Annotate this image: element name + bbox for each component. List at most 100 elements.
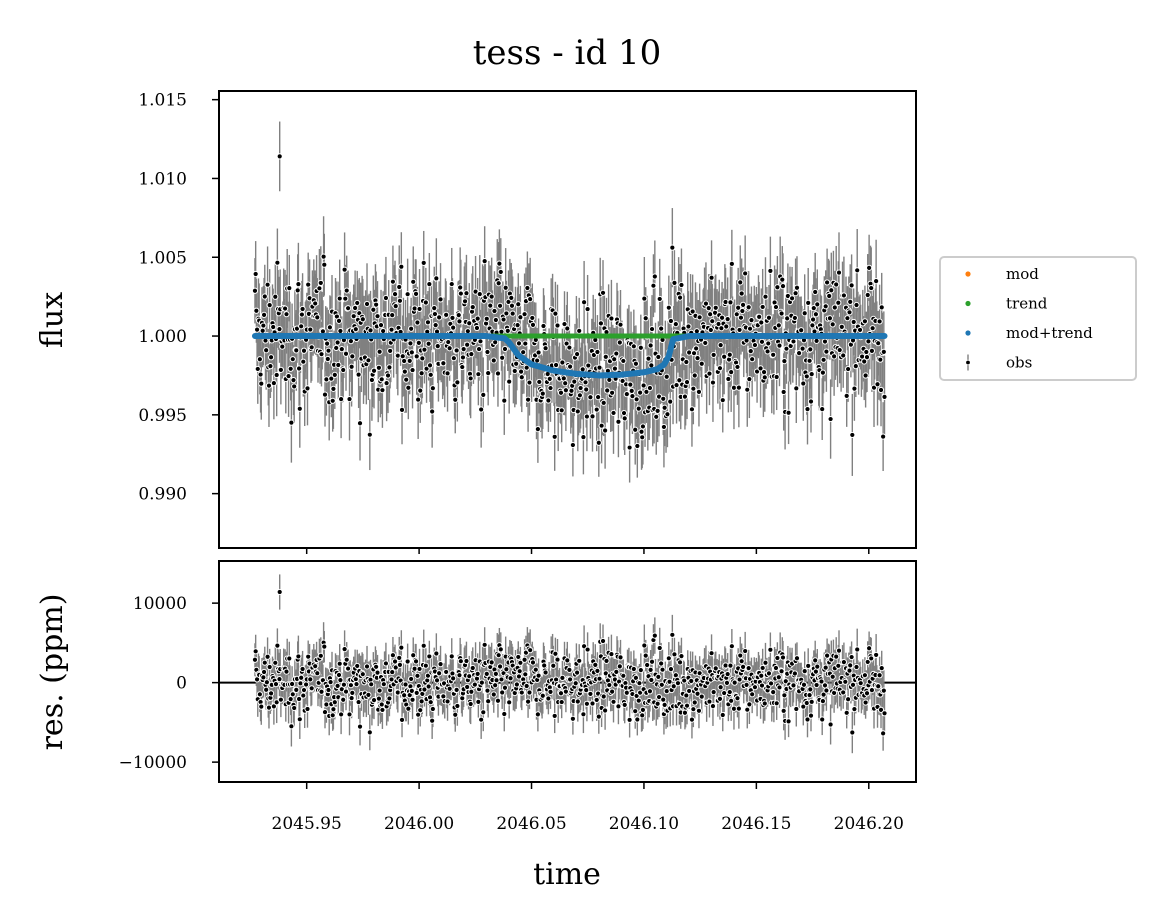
flux-point	[779, 276, 786, 283]
residual-point	[527, 647, 534, 654]
residual-points	[251, 588, 888, 737]
flux-point	[305, 281, 312, 288]
flux-point	[408, 325, 415, 332]
flux-point	[608, 315, 615, 322]
flux-point	[473, 324, 481, 332]
flux-point	[383, 380, 390, 387]
flux-point	[508, 294, 515, 301]
flux-point	[852, 363, 859, 370]
residual-point	[256, 691, 263, 698]
flux-panel: 0.990 0.995 1.000 1.005 1.010 1.015 flux	[35, 90, 917, 554]
residual-point	[480, 709, 487, 716]
flux-point	[812, 288, 819, 296]
flux-point	[509, 310, 516, 317]
residual-point	[495, 652, 502, 659]
residual-point	[453, 686, 460, 693]
residual-point	[634, 716, 641, 723]
flux-point	[404, 291, 411, 298]
flux-point	[480, 391, 487, 398]
flux-point	[551, 433, 558, 440]
flux-point	[416, 305, 423, 313]
flux-point	[477, 338, 484, 345]
flux-point	[464, 341, 471, 348]
residual-point	[412, 658, 420, 665]
flux-point	[589, 413, 596, 420]
flux-point	[577, 384, 584, 392]
flux-point	[694, 355, 701, 362]
flux-point	[265, 382, 273, 389]
flux-point	[594, 348, 601, 356]
residual-point	[866, 645, 873, 652]
residual-point	[503, 666, 510, 673]
flux-point	[660, 395, 667, 402]
flux-point	[810, 305, 817, 312]
residual-point	[380, 681, 387, 688]
residual-point	[532, 666, 539, 673]
residual-point	[478, 716, 485, 723]
residual-point	[299, 665, 306, 673]
flux-point	[788, 295, 796, 302]
flux-point	[515, 340, 523, 347]
residual-point	[807, 686, 814, 693]
residual-point	[551, 712, 558, 720]
flux-point	[413, 353, 420, 360]
flux-point	[321, 391, 329, 398]
flux-point	[318, 351, 325, 358]
flux-point	[363, 300, 371, 308]
residual-point	[340, 681, 348, 688]
residual-point	[868, 655, 875, 662]
residual-point	[307, 676, 314, 683]
residual-point	[840, 659, 848, 666]
residual-point	[300, 692, 307, 699]
residual-point	[341, 646, 348, 653]
residual-point	[862, 699, 869, 706]
time-axis-label: time	[533, 857, 601, 892]
flux-point	[795, 350, 803, 357]
residual-point	[429, 705, 436, 713]
residual-point	[501, 710, 508, 718]
flux-point	[298, 311, 305, 318]
flux-point	[274, 259, 281, 266]
flux-point	[461, 298, 469, 305]
residual-point	[719, 711, 726, 719]
flux-point	[552, 361, 560, 369]
residual-point	[263, 686, 270, 693]
residual-point	[669, 631, 676, 638]
flux-point	[499, 354, 506, 361]
residual-point	[767, 680, 775, 687]
residual-point	[818, 678, 825, 685]
residual-point	[648, 676, 655, 684]
flux-point	[466, 320, 473, 327]
flux-point	[772, 303, 780, 311]
residual-point	[300, 686, 308, 694]
flux-point	[737, 279, 744, 286]
residual-point	[267, 690, 275, 697]
flux-point	[521, 311, 528, 318]
residual-point	[288, 723, 295, 730]
flux-point	[431, 305, 438, 312]
flux-point	[767, 267, 774, 275]
flux-point	[552, 310, 559, 317]
flux-point	[733, 311, 740, 318]
flux-point	[651, 273, 658, 280]
flux-point	[398, 263, 405, 270]
residual-point	[710, 689, 717, 696]
flux-point	[401, 368, 408, 375]
flux-point	[806, 357, 813, 364]
flux-point	[712, 304, 719, 311]
time-x-tick-label: 2046.10	[609, 814, 679, 834]
flux-point	[354, 299, 361, 307]
residual-point	[517, 659, 524, 666]
flux-point	[503, 310, 510, 317]
flux-point	[859, 353, 866, 360]
residual-point	[746, 701, 753, 708]
flux-point	[765, 340, 772, 347]
flux-point	[454, 379, 461, 386]
residual-point	[429, 717, 436, 724]
flux-point	[513, 360, 520, 367]
flux-point	[374, 313, 381, 320]
flux-point	[734, 363, 741, 371]
flux-point	[411, 305, 418, 312]
residual-point	[800, 681, 808, 688]
flux-point	[257, 371, 264, 378]
